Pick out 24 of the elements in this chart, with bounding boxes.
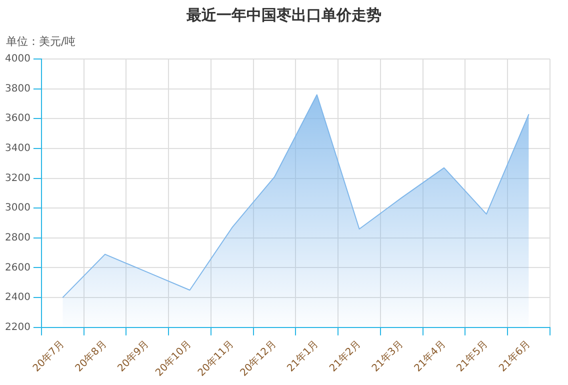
y-tick-label: 3800	[4, 83, 30, 94]
y-axis-title: 单位：美元/吨	[6, 34, 76, 49]
chart-title: 最近一年中国枣出口单价走势	[186, 6, 382, 25]
x-tick-label: 20年7月	[30, 338, 67, 374]
y-tick-label: 4000	[4, 54, 30, 65]
y-tick-label: 2600	[4, 262, 30, 274]
x-tick-label: 20年9月	[115, 338, 152, 374]
y-tick-label: 2800	[4, 232, 30, 244]
x-tick-label: 20年10月	[153, 338, 194, 379]
x-tick-label: 20年12月	[238, 338, 278, 379]
y-tick-label: 2400	[4, 292, 30, 304]
y-tick-label: 2200	[4, 322, 30, 333]
x-tick-label: 20年11月	[195, 338, 236, 379]
x-tick-label: 21年5月	[454, 338, 490, 374]
x-tick-label: 21年6月	[496, 338, 533, 374]
y-tick-label: 3200	[4, 172, 30, 184]
x-tick-label: 21年4月	[412, 338, 448, 374]
x-tick-label: 21年1月	[284, 338, 321, 374]
y-tick-label: 3400	[4, 143, 30, 154]
y-tick-label: 3600	[4, 113, 30, 124]
y-tick-label: 3000	[4, 202, 30, 214]
x-tick-label: 21年3月	[370, 338, 406, 374]
x-tick-label: 21年2月	[327, 338, 364, 374]
x-tick-label: 20年8月	[72, 338, 109, 374]
